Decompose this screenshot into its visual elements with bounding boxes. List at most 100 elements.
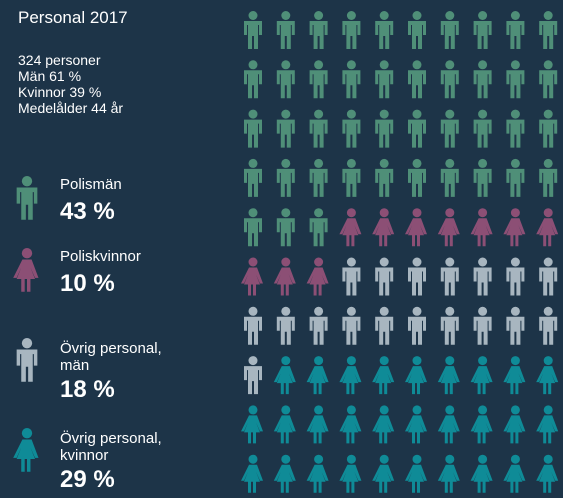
icon-body <box>503 366 526 395</box>
person-icon <box>506 306 525 345</box>
icon-head <box>379 454 389 464</box>
person-icon <box>273 405 296 444</box>
icon-head <box>478 257 488 267</box>
person-icon <box>273 356 296 395</box>
value-label: 10 % <box>60 270 115 297</box>
person-icon <box>539 306 558 345</box>
icon-head <box>510 454 520 464</box>
icon-body <box>276 119 295 148</box>
icon-head <box>346 208 356 218</box>
person-icon <box>16 176 38 220</box>
icon-head <box>314 454 324 464</box>
icon-head <box>314 257 324 267</box>
icon-head <box>248 60 258 70</box>
person-icon <box>276 158 295 197</box>
icon-body <box>539 119 558 148</box>
person-icon <box>503 356 526 395</box>
icon-head <box>314 158 324 168</box>
person-icon <box>536 208 559 247</box>
person-icon <box>244 109 262 148</box>
icon-body <box>13 439 39 472</box>
person-icon <box>440 11 459 49</box>
value-label: 43 % <box>60 198 115 225</box>
icon-body <box>503 218 526 247</box>
icon-head <box>445 257 455 267</box>
person-icon <box>470 405 493 444</box>
value-label: 18 % <box>60 376 115 403</box>
person-icon <box>339 454 362 493</box>
person-icon <box>375 11 394 49</box>
icon-body <box>244 366 262 395</box>
icon-body <box>506 119 525 148</box>
icon-head <box>510 405 520 415</box>
icon-body <box>244 218 262 247</box>
person-icon <box>408 257 426 296</box>
icon-head <box>379 405 389 415</box>
icon-head <box>445 454 455 464</box>
icon-head <box>281 109 291 119</box>
value-label: 29 % <box>60 466 115 493</box>
icon-body <box>339 218 362 247</box>
icon-head <box>346 405 356 415</box>
icon-body <box>437 366 460 395</box>
icon-body <box>539 168 558 197</box>
icon-body <box>372 218 395 247</box>
icon-body <box>408 21 426 49</box>
icon-body <box>306 415 329 444</box>
person-icon <box>375 257 394 296</box>
icon-head <box>412 405 422 415</box>
icon-head <box>379 257 389 267</box>
person-icon <box>470 356 493 395</box>
person-icon <box>276 208 295 247</box>
person-icon <box>539 158 558 197</box>
person-icon <box>536 356 559 395</box>
icon-head <box>412 454 422 464</box>
icon-head <box>379 356 389 366</box>
icon-head <box>478 109 488 119</box>
person-icon <box>440 109 459 148</box>
icon-head <box>543 60 553 70</box>
icon-head <box>314 306 324 316</box>
icon-head <box>412 11 422 20</box>
person-icon <box>372 208 395 247</box>
icon-head <box>510 109 520 119</box>
icon-head <box>346 11 356 20</box>
icon-body <box>372 464 395 493</box>
icon-body <box>506 168 525 197</box>
icon-body <box>306 464 329 493</box>
person-icon <box>309 208 328 247</box>
icon-body <box>273 464 296 493</box>
icon-body <box>440 316 459 345</box>
icon-head <box>510 208 520 218</box>
icon-head <box>412 306 422 316</box>
icon-body <box>440 119 459 148</box>
person-icon <box>375 306 394 345</box>
person-icon <box>276 109 295 148</box>
person-icon <box>342 257 361 296</box>
icon-body <box>244 119 262 148</box>
icon-body <box>342 70 361 99</box>
icon-body <box>536 464 559 493</box>
person-icon <box>342 158 361 197</box>
person-icon <box>470 208 493 247</box>
person-icon <box>405 405 427 444</box>
icon-head <box>478 356 488 366</box>
person-icon <box>375 60 394 99</box>
stat-line: Medelålder 44 år <box>18 100 124 116</box>
icon-body <box>405 218 427 247</box>
person-icon <box>244 356 262 395</box>
icon-body <box>470 218 493 247</box>
icon-body <box>273 267 296 296</box>
icon-head <box>314 405 324 415</box>
icon-body <box>16 349 38 382</box>
icon-body <box>309 21 328 49</box>
person-icon <box>506 11 525 49</box>
person-icon <box>13 428 39 472</box>
person-icon <box>437 356 460 395</box>
icon-body <box>539 21 558 49</box>
person-icon <box>539 11 558 49</box>
icon-body <box>342 119 361 148</box>
icon-body <box>408 70 426 99</box>
